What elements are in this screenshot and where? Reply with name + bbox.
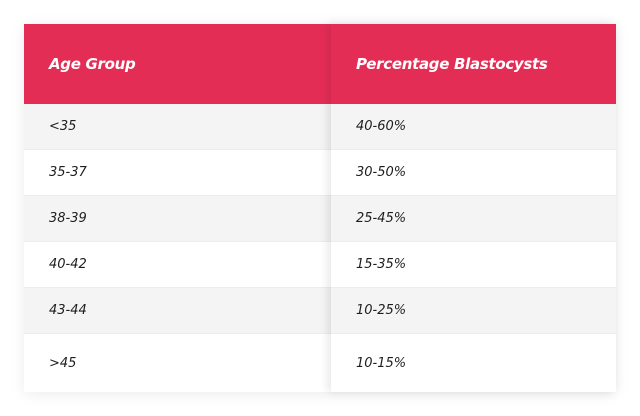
blastocyst-table: Age Group <35 35-37 38-39 40-42 43-44 >4… (24, 24, 616, 392)
cell-age-group: 35-37 (24, 150, 331, 196)
header-percentage-blastocysts: Percentage Blastocysts (331, 24, 616, 104)
cell-age-group: <35 (24, 104, 331, 150)
cell-percentage: 40-60% (331, 104, 616, 150)
cell-percentage: 30-50% (331, 150, 616, 196)
cell-age-group: 43-44 (24, 288, 331, 334)
age-group-column: Age Group <35 35-37 38-39 40-42 43-44 >4… (24, 24, 331, 392)
cell-percentage: 10-15% (356, 355, 407, 371)
header-age-group: Age Group (24, 24, 331, 104)
cell-age-group: >45 (49, 355, 77, 371)
percentage-column: Percentage Blastocysts 40-60% 30-50% 25-… (331, 24, 616, 392)
cell-percentage: 10-25% (331, 288, 616, 334)
cell-percentage: 15-35% (331, 242, 616, 288)
cell-percentage: 25-45% (331, 196, 616, 242)
cell-age-group: 40-42 (24, 242, 331, 288)
cell-age-group: 38-39 (24, 196, 331, 242)
